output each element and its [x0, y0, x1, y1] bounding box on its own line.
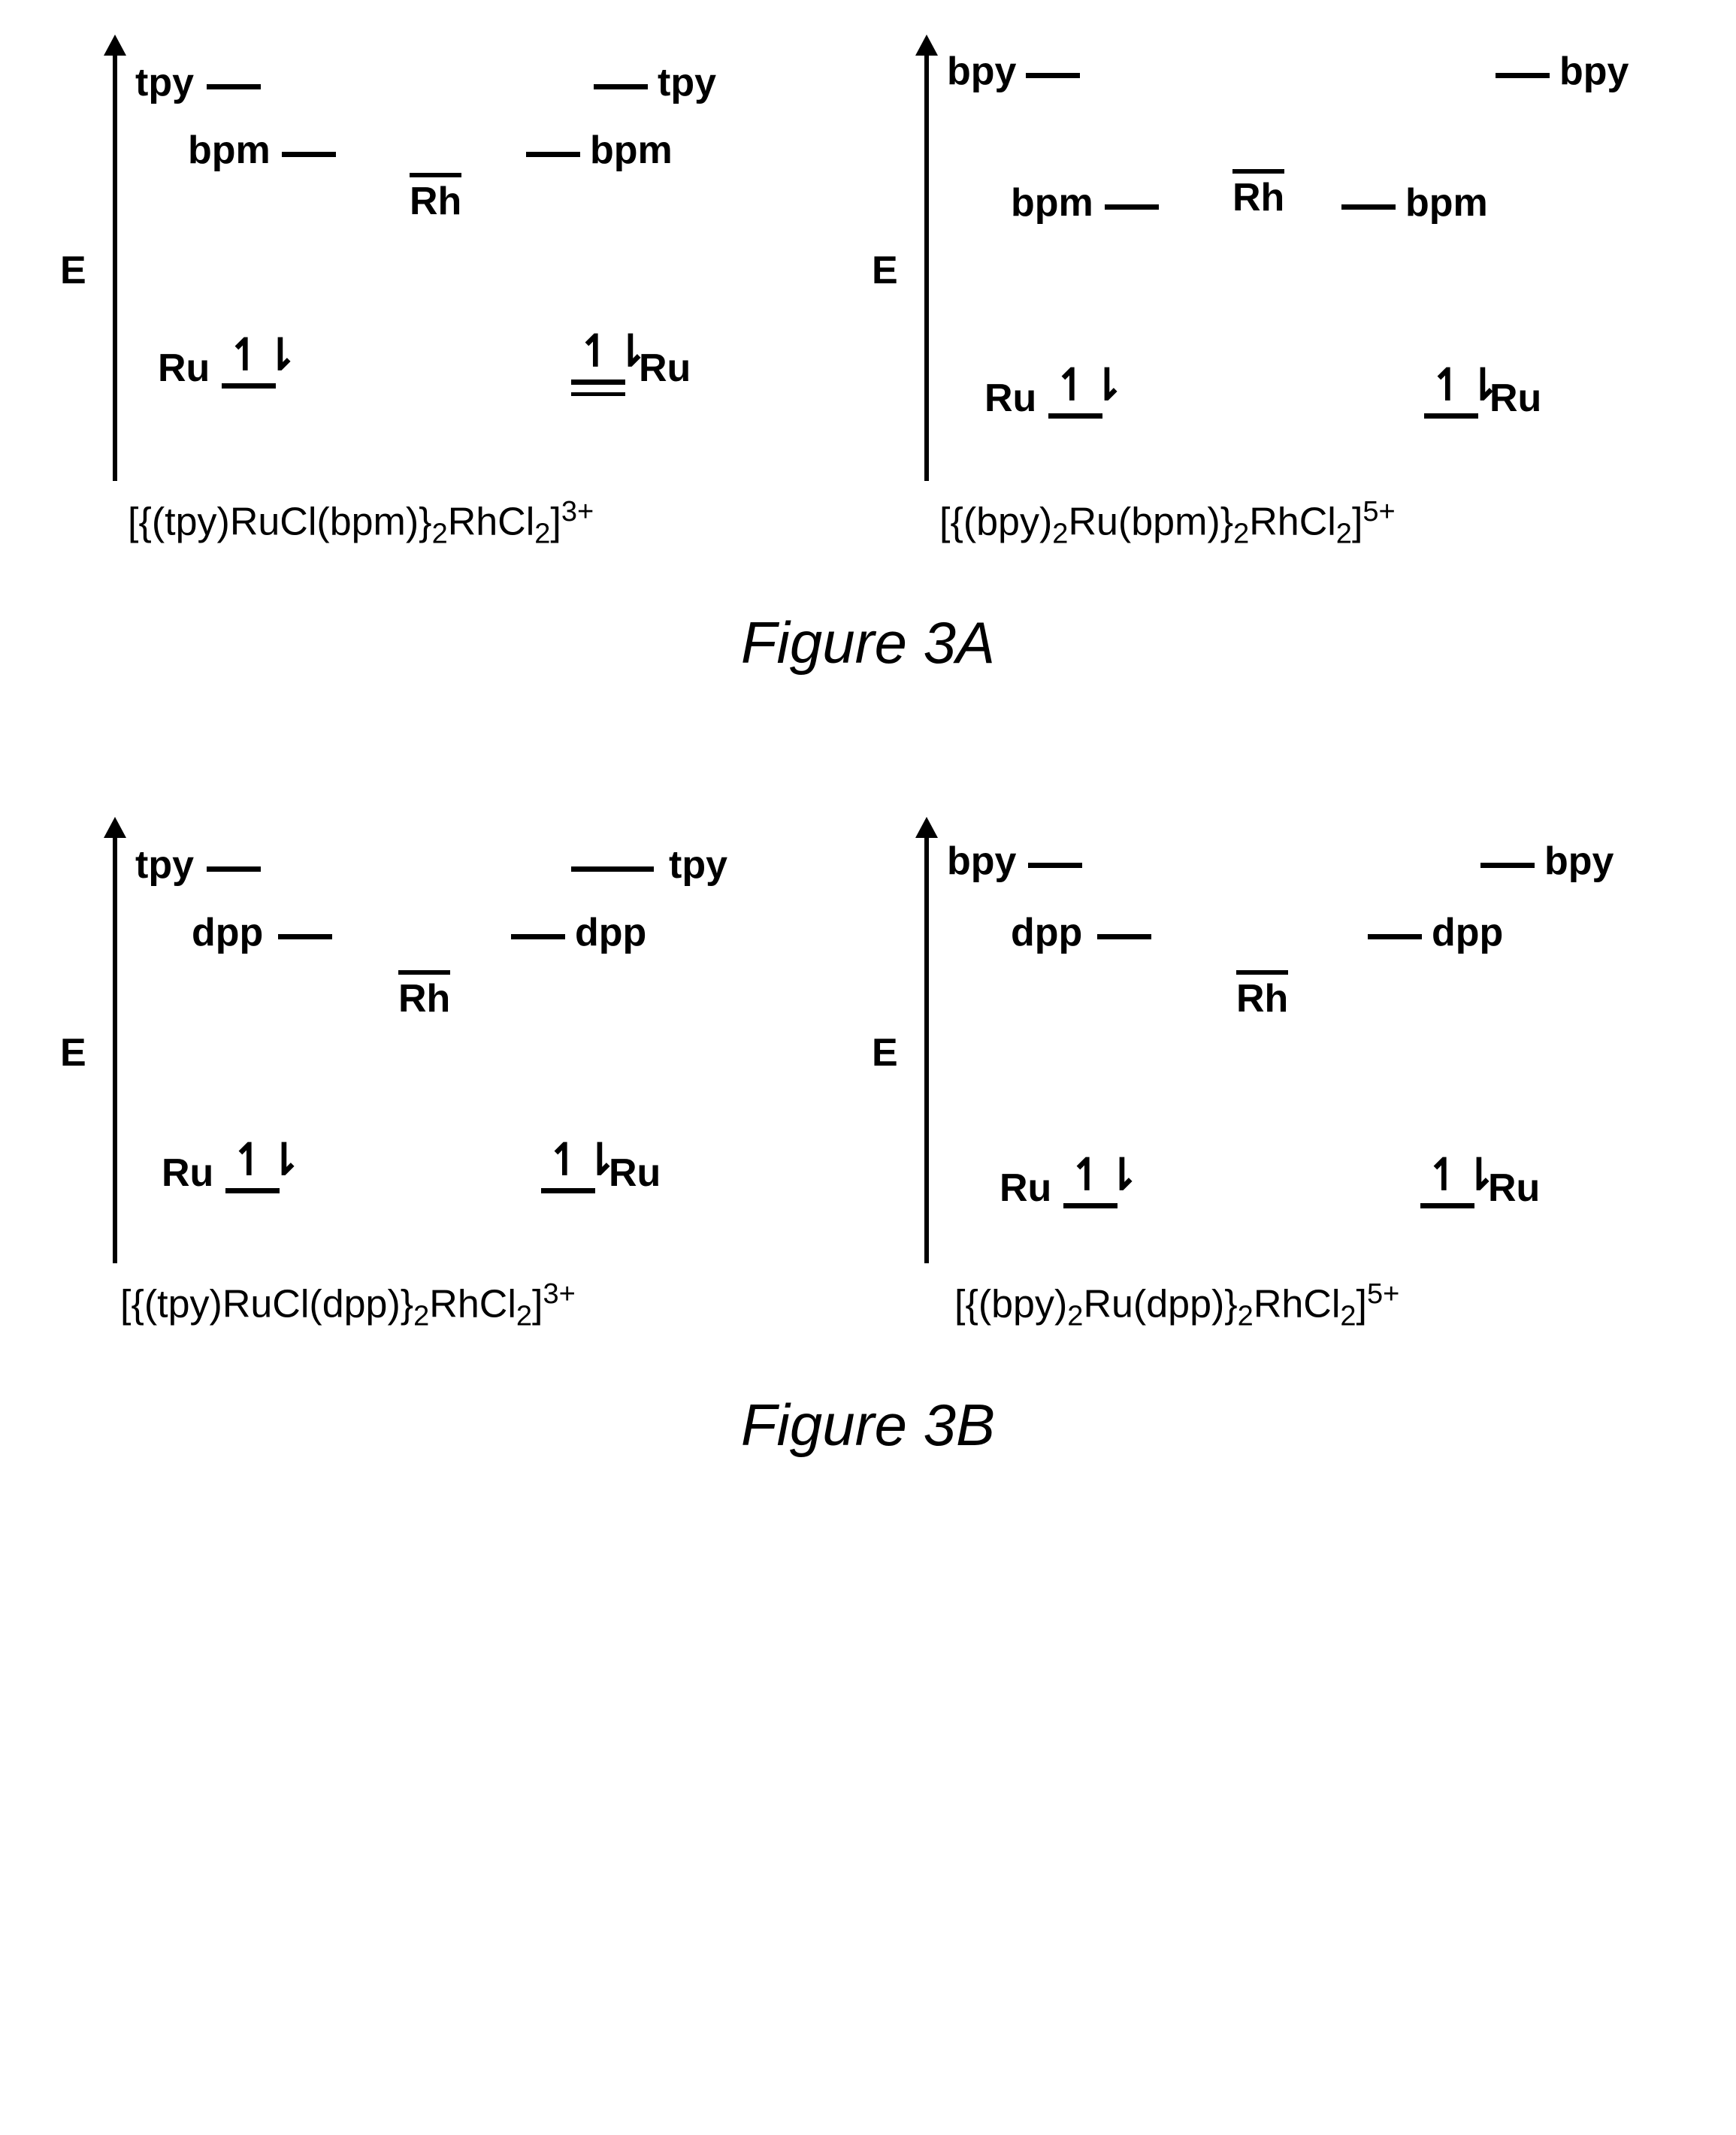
overbar-rh: Rh [1232, 169, 1284, 220]
energy-level-dash [1028, 863, 1082, 868]
orbital-label-bottom-right: Ru [1490, 376, 1541, 421]
orbital-label-mid-left: dpp [1011, 910, 1082, 955]
energy-level-dash [1424, 413, 1478, 419]
overbar-rh: Rh [410, 173, 461, 224]
axis-label: E [60, 1030, 86, 1075]
energy-level-dash [571, 866, 654, 872]
compound-formula: [{(bpy)2Ru(dpp)}2RhCl2]5+ [954, 1278, 1399, 1333]
electron-pair-icon: ↿⇂ [1054, 359, 1124, 410]
compound-formula: [{(tpy)RuCl(dpp)}2RhCl2]3+ [120, 1278, 576, 1333]
orbital-label-center: Rh [398, 970, 450, 1021]
orbital-label-mid-left: bpm [188, 128, 271, 173]
panel-3b-left: E tpy tpy dpp dpp Rh Ru ↿⇂ [30, 812, 842, 1323]
orbital-label-top-left: bpy [947, 839, 1016, 884]
orbital-label-top-right: tpy [669, 842, 727, 888]
energy-level-dash [511, 934, 565, 939]
orbital-label-bottom-right: Ru [639, 346, 691, 391]
orbital-label-bottom-left: Ru [1000, 1166, 1051, 1211]
energy-level-dash-secondary [571, 392, 625, 396]
orbital-label-center: Rh [410, 173, 461, 224]
figure-3a: E tpy tpy bpm bpm Rh Ru ↿⇂ [30, 30, 1706, 677]
axis-label: E [872, 1030, 898, 1075]
energy-level-dash [1097, 934, 1151, 939]
energy-level-dash [282, 152, 336, 157]
energy-level-dash [1048, 413, 1102, 419]
orbital-label-bottom-left: Ru [158, 346, 210, 391]
orbital-label-top-left: tpy [135, 60, 194, 105]
panel-3b-right: E bpy bpy dpp dpp Rh Ru ↿⇂ [842, 812, 1653, 1323]
axis-line [924, 827, 929, 1263]
energy-level-dash [1420, 1203, 1474, 1208]
figure-3b-panels: E tpy tpy dpp dpp Rh Ru ↿⇂ [30, 812, 1706, 1323]
energy-level-dash [594, 84, 648, 89]
energy-level-dash [1368, 934, 1422, 939]
figure-3b: E tpy tpy dpp dpp Rh Ru ↿⇂ [30, 812, 1706, 1459]
energy-level-dash [278, 934, 332, 939]
overbar-rh: Rh [1236, 970, 1288, 1021]
energy-level-dash [1480, 863, 1535, 868]
orbital-label-bottom-left: Ru [984, 376, 1036, 421]
panel-3a-left: E tpy tpy bpm bpm Rh Ru ↿⇂ [30, 30, 842, 541]
electron-pair-icon: ↿⇂ [1069, 1149, 1139, 1200]
compound-formula: [{(bpy)2Ru(bpm)}2RhCl2]5+ [939, 496, 1396, 551]
axis-line [924, 45, 929, 481]
electron-pair-icon: ↿⇂ [227, 329, 297, 380]
orbital-label-mid-left: dpp [192, 910, 263, 955]
electron-pair-icon: ↿⇂ [577, 325, 647, 376]
panel-3a-right: E bpy bpy bpm Rh bpm Ru ↿⇂ [842, 30, 1653, 541]
orbital-label-mid-right: bpm [590, 128, 673, 173]
orbital-label-top-right: tpy [658, 60, 716, 105]
energy-level-dash [1063, 1203, 1118, 1208]
orbital-label-bottom-left: Ru [162, 1151, 213, 1196]
orbital-label-bottom-right: Ru [609, 1151, 661, 1196]
axis-label: E [60, 248, 86, 293]
orbital-label-center: Rh [1232, 169, 1284, 220]
energy-level-dash [207, 84, 261, 89]
orbital-label-top-left: tpy [135, 842, 194, 888]
energy-level-dash [541, 1188, 595, 1193]
orbital-label-bottom-right: Ru [1488, 1166, 1540, 1211]
orbital-label-top-right: bpy [1559, 49, 1629, 94]
overbar-rh: Rh [398, 970, 450, 1021]
electron-pair-icon: ↿⇂ [231, 1134, 301, 1185]
orbital-label-mid-right: dpp [1432, 910, 1503, 955]
electron-pair-icon: ↿⇂ [546, 1134, 616, 1185]
energy-level-dash [571, 380, 625, 385]
energy-level-dash [1496, 73, 1550, 78]
energy-level-dash [526, 152, 580, 157]
page: E tpy tpy bpm bpm Rh Ru ↿⇂ [30, 30, 1706, 1459]
orbital-label-mid-right: dpp [575, 910, 646, 955]
energy-level-dash [1026, 73, 1080, 78]
orbital-label-center: Rh [1236, 970, 1288, 1021]
energy-level-dash [1341, 204, 1396, 210]
axis-line [113, 45, 117, 481]
figure-3a-panels: E tpy tpy bpm bpm Rh Ru ↿⇂ [30, 30, 1706, 541]
electron-pair-icon: ↿⇂ [1426, 1149, 1496, 1200]
orbital-label-top-right: bpy [1544, 839, 1614, 884]
compound-formula: [{(tpy)RuCl(bpm)}2RhCl2]3+ [128, 496, 594, 551]
figure-caption: Figure 3B [30, 1391, 1706, 1459]
energy-level-dash [225, 1188, 280, 1193]
orbital-label-mid-right: bpm [1405, 180, 1488, 225]
axis-label: E [872, 248, 898, 293]
orbital-label-top-left: bpy [947, 49, 1016, 94]
figure-caption: Figure 3A [30, 609, 1706, 677]
energy-level-dash [1105, 204, 1159, 210]
axis-line [113, 827, 117, 1263]
orbital-label-mid-left: bpm [1011, 180, 1093, 225]
energy-level-dash [207, 866, 261, 872]
energy-level-dash [222, 383, 276, 389]
